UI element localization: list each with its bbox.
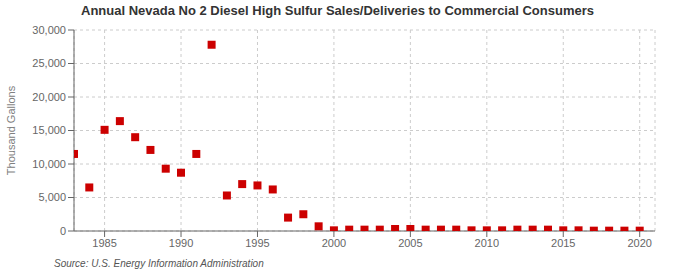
- html-text:Source: U.S. Energy Informatio: Source: U.S. Energy Information Administ…: [54, 258, 264, 269]
- svg-text:5,000: 5,000: [38, 191, 66, 203]
- svg-text:2010: 2010: [475, 237, 499, 249]
- html-text:Annual Nevada No 2 Diesel High: Annual Nevada No 2 Diesel High Sulfur Sa…: [81, 3, 594, 18]
- svg-text:0: 0: [60, 225, 66, 237]
- svg-text:15,000: 15,000: [32, 124, 66, 136]
- svg-text:1990: 1990: [169, 237, 193, 249]
- svg-text:2015: 2015: [551, 237, 575, 249]
- svg-text:25,000: 25,000: [32, 57, 66, 69]
- svg-text:Thousand Gallons: Thousand Gallons: [8, 85, 17, 175]
- svg-text:30,000: 30,000: [32, 24, 66, 36]
- svg-text:1985: 1985: [92, 237, 116, 249]
- svg-text:2005: 2005: [398, 237, 422, 249]
- svg-text:2020: 2020: [627, 237, 651, 249]
- svg-text:2000: 2000: [322, 237, 346, 249]
- svg-text:1995: 1995: [245, 237, 269, 249]
- svg-text:10,000: 10,000: [32, 158, 66, 170]
- svg-text:20,000: 20,000: [32, 91, 66, 103]
